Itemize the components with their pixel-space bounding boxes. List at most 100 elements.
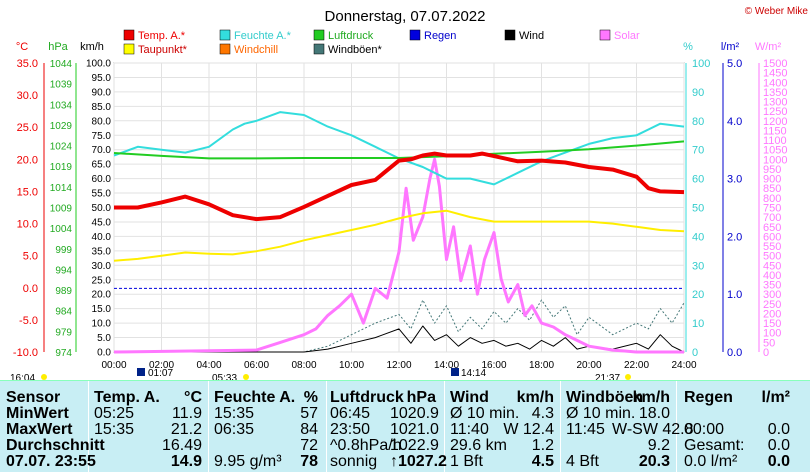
- temp-tick-label: -10.0: [13, 347, 38, 359]
- pct-tick-label: 90: [692, 87, 704, 99]
- hpa-tick-label: 1004: [50, 224, 73, 235]
- summary-cell: [730, 407, 790, 421]
- pct-unit-label: %: [683, 41, 693, 53]
- pct-tick-label: 10: [692, 318, 704, 330]
- summary-cell: 4 Bft: [566, 453, 599, 470]
- hpa-tick-label: 1044: [50, 59, 73, 70]
- summary-cell: MinWert: [6, 405, 69, 422]
- chart-axes: 100.095.090.085.080.075.070.065.060.055.…: [13, 41, 788, 371]
- wm2-tick-label: 50: [763, 337, 775, 349]
- temp-tick-label: 10.0: [17, 219, 38, 231]
- wm2-tick-label: 0: [763, 347, 769, 359]
- series-temp: [114, 151, 685, 222]
- wm2-tick-label: 1200: [763, 116, 787, 128]
- summary-cell: 00:00: [684, 421, 725, 438]
- summary-cell: 11:45: [566, 421, 605, 438]
- summary-header-cell: Sensor: [6, 389, 61, 406]
- kmh-tick-label: 85.0: [92, 102, 112, 113]
- kmh-tick-label: 20.0: [92, 290, 112, 301]
- summary-cell: 21.2: [170, 421, 202, 438]
- kmh-tick-label: 5.0: [97, 333, 111, 344]
- summary-cell: Durchschnitt: [6, 437, 105, 454]
- kmh-tick-label: 100.0: [86, 59, 111, 70]
- legend-swatch: [504, 29, 516, 41]
- moon-set-label: 14:14: [461, 368, 486, 379]
- summary-cell: 06:35: [214, 421, 255, 438]
- summary-cell: 0.0: [767, 421, 790, 438]
- summary-cell: Ø 10 min.: [450, 405, 520, 422]
- hpa-tick-label: 1009: [50, 204, 73, 215]
- moon-rise-label: 01:07: [148, 368, 173, 379]
- hpa-tick-label: 979: [55, 327, 72, 338]
- x-tick-label: 08:00: [291, 360, 316, 371]
- x-tick-label: 18:00: [529, 360, 554, 371]
- wm2-tick-label: 1500: [763, 58, 787, 70]
- legend-swatch: [599, 29, 611, 41]
- temp-unit-label: °C: [16, 41, 28, 53]
- wm2-tick-label: 1100: [763, 135, 787, 147]
- kmh-tick-label: 35.0: [92, 246, 112, 257]
- pct-tick-label: 40: [692, 231, 704, 243]
- weather-chart: 100.095.090.085.080.075.070.065.060.055.…: [10, 6, 809, 380]
- hpa-unit-label: hPa: [48, 41, 68, 53]
- chart-legend: Temp. A.* Feuchte A.* Luftdruck Regen Wind So…: [123, 29, 640, 56]
- hpa-tick-label: 1034: [50, 100, 73, 111]
- lm2-unit-label: l/m²: [721, 41, 740, 53]
- sunrise-icon: [243, 374, 249, 380]
- wm2-unit-label: W/m²: [755, 41, 782, 53]
- summary-header-cell: km/h: [632, 389, 670, 406]
- chart-series: [113, 111, 685, 354]
- wm2-tick-label: 150: [763, 318, 781, 330]
- wm2-tick-label: 1350: [763, 87, 787, 99]
- kmh-tick-label: 95.0: [92, 73, 112, 84]
- summary-cell: 4.3: [531, 405, 554, 422]
- summary-cell: 0.0: [767, 437, 790, 454]
- lm2-tick-label: 3.0: [727, 174, 742, 186]
- kmh-tick-label: 50.0: [92, 203, 112, 214]
- wm2-tick-label: 550: [763, 241, 781, 253]
- summary-header-cell: Windböen: [566, 389, 644, 406]
- x-tick-label: 16:00: [481, 360, 506, 371]
- summary-cell: 72: [300, 437, 318, 454]
- summary-cell: 57: [300, 405, 318, 422]
- lm2-tick-label: 0.0: [727, 347, 742, 359]
- wm2-tick-label: 600: [763, 231, 781, 243]
- legend-label: Windchill: [234, 44, 278, 56]
- summary-cell: [94, 439, 148, 453]
- x-tick-label: 06:00: [244, 360, 269, 371]
- x-tick-label: 10:00: [339, 360, 364, 371]
- wm2-tick-label: 700: [763, 212, 781, 224]
- summary-cell: W-SW 42.8: [612, 421, 694, 438]
- summary-cell: [94, 455, 148, 469]
- temp-tick-label: 15.0: [17, 186, 38, 198]
- summary-cell: 0.0 l/m²: [684, 453, 738, 470]
- summary-cell: 9.95 g/m³: [214, 453, 282, 470]
- lm2-tick-label: 5.0: [727, 58, 742, 70]
- summary-cell: 29.6 km: [450, 437, 507, 454]
- kmh-tick-label: 30.0: [92, 261, 112, 272]
- legend-label: Temp. A.*: [138, 30, 186, 42]
- wm2-tick-label: 1400: [763, 77, 787, 89]
- summary-header-cell: °C: [184, 389, 202, 406]
- wm2-tick-label: 450: [763, 260, 781, 272]
- kmh-tick-label: 55.0: [92, 189, 112, 200]
- temp-tick-label: 20.0: [17, 154, 38, 166]
- temp-tick-label: 30.0: [17, 90, 38, 102]
- kmh-tick-label: 65.0: [92, 160, 112, 171]
- summary-header-cell: Temp. A.: [94, 389, 160, 406]
- lm2-tick-label: 4.0: [727, 116, 742, 128]
- kmh-tick-label: 60.0: [92, 174, 112, 185]
- temp-tick-label: 0.0: [23, 283, 38, 295]
- legend-label: Solar: [614, 30, 640, 42]
- summary-cell: 15:35: [94, 421, 135, 438]
- legend-label: Regen: [424, 30, 456, 42]
- legend-label: Feuchte A.*: [234, 30, 292, 42]
- summary-cell: 07.07. 23:55: [6, 453, 96, 470]
- wm2-tick-label: 1300: [763, 97, 787, 109]
- summary-header-cell: %: [303, 389, 318, 406]
- brand-label: © Weber Mike: [745, 6, 809, 17]
- series-taupunkt: [113, 209, 685, 262]
- hpa-tick-label: 999: [55, 245, 72, 256]
- pct-tick-label: 60: [692, 174, 704, 186]
- pct-tick-label: 80: [692, 116, 704, 128]
